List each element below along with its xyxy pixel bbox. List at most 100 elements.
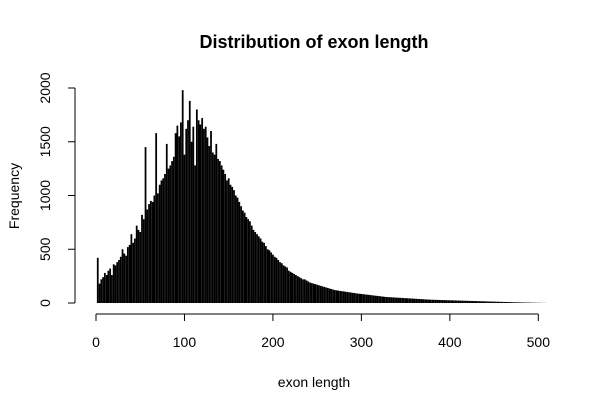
histogram-bar xyxy=(341,291,343,303)
histogram-bar xyxy=(203,129,205,303)
histogram-bar xyxy=(320,286,322,303)
histogram-bar xyxy=(497,302,499,303)
histogram-bar xyxy=(346,292,348,303)
histogram-bar xyxy=(164,174,166,303)
histogram-bar xyxy=(97,258,99,303)
histogram-bar xyxy=(277,260,279,303)
histogram-bar xyxy=(339,291,341,303)
histogram-bar xyxy=(116,262,118,303)
histogram-bar xyxy=(415,299,417,303)
histogram-bar xyxy=(169,165,171,303)
histogram-bar xyxy=(304,279,306,303)
histogram-bar xyxy=(284,266,286,303)
histogram-bar xyxy=(276,258,278,303)
histogram-bar xyxy=(210,131,212,303)
histogram-bar xyxy=(244,213,246,303)
x-axis: 0 100 200 300 400 500 xyxy=(92,314,550,350)
histogram-bar xyxy=(506,302,508,303)
histogram-bar xyxy=(254,232,256,303)
histogram-bar xyxy=(208,146,210,303)
histogram-bar xyxy=(504,302,506,303)
histogram-bar xyxy=(200,125,202,303)
histogram-bar xyxy=(449,300,451,303)
histogram-bar xyxy=(396,298,398,303)
histogram-bar xyxy=(189,101,191,303)
y-axis-label: Frequency xyxy=(6,163,22,229)
histogram-bar xyxy=(488,302,490,304)
histogram-bar xyxy=(468,301,470,303)
histogram-bar xyxy=(398,298,400,303)
histogram-bar xyxy=(435,300,437,303)
histogram-bar xyxy=(384,297,386,303)
histogram-bar xyxy=(161,180,163,303)
histogram-bar xyxy=(470,301,472,303)
histogram-bar xyxy=(238,202,240,303)
histogram-bar xyxy=(104,273,106,303)
histogram-bar xyxy=(401,298,403,303)
histogram-bar xyxy=(265,246,267,303)
histogram-bar xyxy=(230,185,232,303)
histogram-bar xyxy=(361,294,363,303)
histogram-bar xyxy=(315,284,317,303)
histogram-bar xyxy=(444,300,446,303)
histogram-bar xyxy=(509,302,511,303)
histogram-bar xyxy=(185,129,187,303)
histogram-bar xyxy=(150,201,152,303)
histogram-bar xyxy=(483,301,485,303)
histogram-bar xyxy=(382,297,384,303)
y-axis: 0 500 1000 1500 2000 xyxy=(37,72,75,307)
histogram-bar xyxy=(171,161,173,303)
histogram-bar xyxy=(152,202,154,303)
histogram-bar xyxy=(520,302,522,303)
histogram-bar xyxy=(297,276,299,303)
histogram-bar xyxy=(378,296,380,303)
histogram-bar xyxy=(323,287,325,303)
histogram-bar xyxy=(484,301,486,303)
histogram-bar xyxy=(481,301,483,303)
histogram-bar xyxy=(118,260,120,303)
histogram-bar xyxy=(417,299,419,303)
histogram-bar xyxy=(166,144,168,303)
histogram-bar xyxy=(253,230,255,303)
histogram-bar xyxy=(300,278,302,303)
histogram-bar xyxy=(403,298,405,303)
histogram-bar xyxy=(493,302,495,303)
histogram-bar xyxy=(177,126,179,303)
histogram-bar xyxy=(129,245,131,303)
histogram-bar xyxy=(334,290,336,303)
histogram-bar xyxy=(263,243,265,303)
histogram-bar xyxy=(182,90,184,303)
histogram-bar xyxy=(474,301,476,303)
histogram-bar xyxy=(460,301,462,303)
histogram-bar xyxy=(322,286,324,303)
histogram-bar xyxy=(486,301,488,303)
histogram-bar xyxy=(207,137,209,303)
histogram-bar xyxy=(260,239,262,304)
histogram-bar xyxy=(127,247,129,303)
histogram-bar xyxy=(447,300,449,303)
histogram-bar xyxy=(233,190,235,303)
histogram-bar xyxy=(141,215,143,303)
histogram-bar xyxy=(490,302,492,304)
histogram-bar xyxy=(414,299,416,303)
histogram-bar xyxy=(511,302,513,303)
histogram-bar xyxy=(302,279,304,303)
histogram-bar xyxy=(518,302,520,303)
histogram-bar xyxy=(376,296,378,303)
histogram-bar xyxy=(267,249,269,303)
histogram-bar xyxy=(368,295,370,303)
x-tick-label: 400 xyxy=(438,334,462,350)
histogram-bar xyxy=(283,265,285,303)
histogram-bar xyxy=(251,226,253,303)
histogram-bar xyxy=(162,178,164,303)
chart-title: Distribution of exon length xyxy=(200,32,429,52)
histogram-bar xyxy=(428,300,430,303)
histogram-bar xyxy=(123,254,125,303)
histogram-bar xyxy=(348,292,350,303)
histogram-bar xyxy=(394,298,396,303)
histogram-bar xyxy=(109,269,111,303)
y-tick-label: 2000 xyxy=(37,72,53,103)
histogram-bar xyxy=(146,209,148,303)
histogram-bar xyxy=(477,301,479,303)
y-tick-label: 1000 xyxy=(37,180,53,211)
